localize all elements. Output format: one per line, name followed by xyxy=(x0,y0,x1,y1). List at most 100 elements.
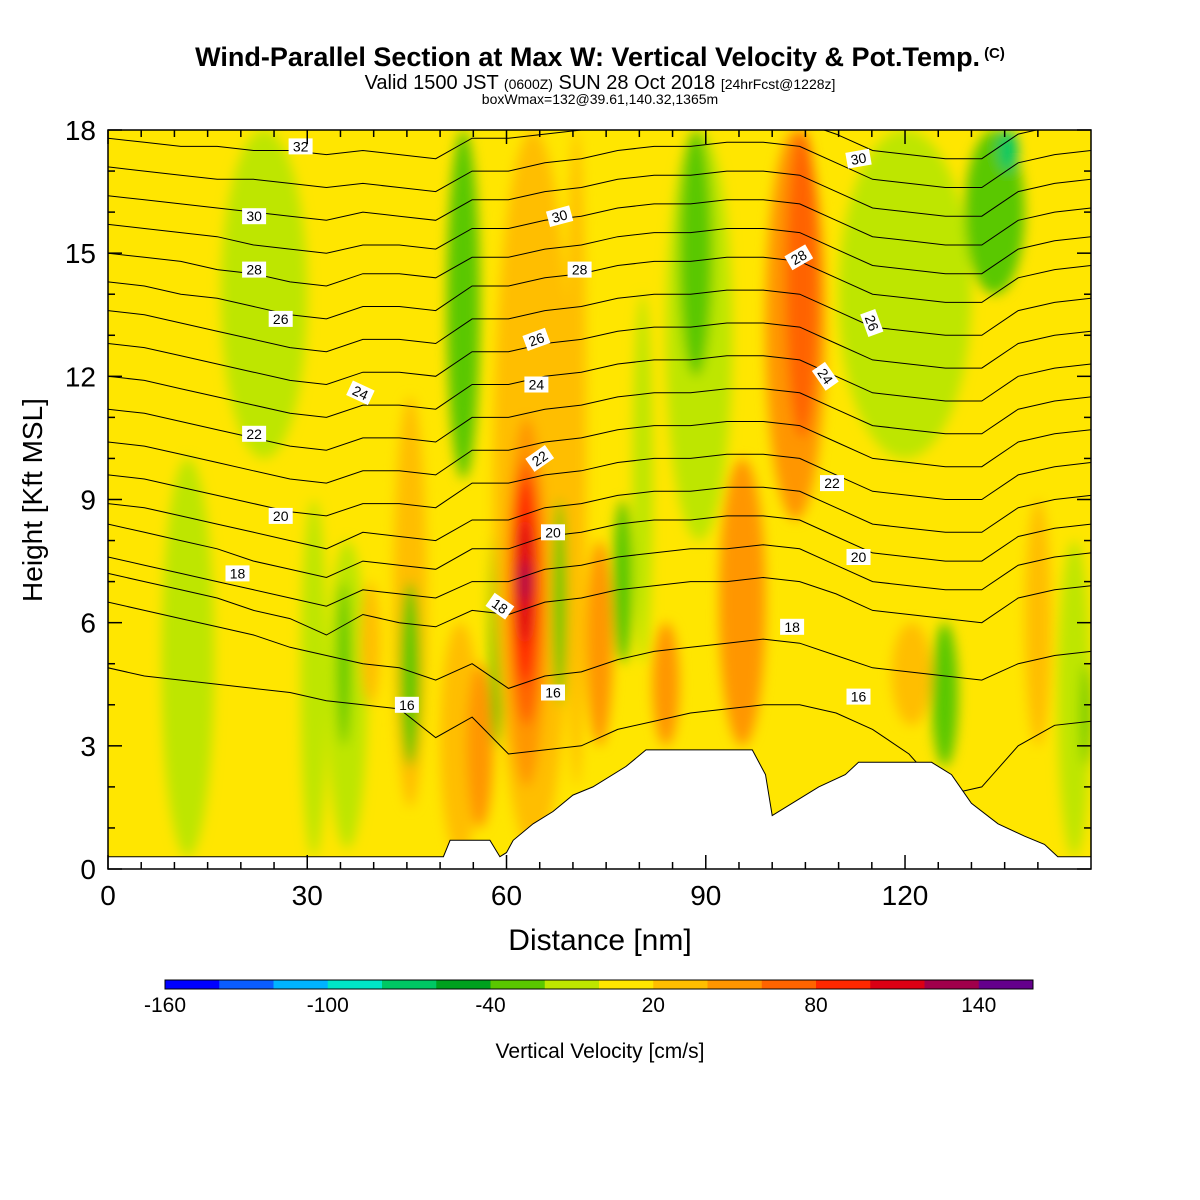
contour-label: 30 xyxy=(845,148,872,169)
contour-label-bg xyxy=(780,618,805,635)
contour-label: 22 xyxy=(525,444,555,472)
contour-label: 16 xyxy=(846,688,871,705)
contour-label-text: 24 xyxy=(529,377,545,393)
contour-label-bg xyxy=(346,380,375,406)
theta-contour-line xyxy=(108,322,1091,386)
contour-label-bg xyxy=(545,205,574,228)
terrain-mask xyxy=(108,749,1091,869)
w-cell xyxy=(719,458,766,746)
contour-label: 28 xyxy=(784,244,814,271)
contour-label-bg xyxy=(525,444,555,472)
contour-label-text: 30 xyxy=(246,208,262,224)
contour-label: 22 xyxy=(820,475,844,492)
colorbar-swatch xyxy=(816,980,871,989)
theta-contour-line xyxy=(108,421,1091,484)
theta-contour-line xyxy=(108,256,1091,320)
colorbar-swatch xyxy=(761,980,817,989)
contour-label-text: 18 xyxy=(230,565,246,581)
theta-contour-line xyxy=(108,130,1039,160)
colorbar-tick-label: 140 xyxy=(961,994,996,1017)
copyright-mark: (C) xyxy=(984,45,1005,62)
w-cell xyxy=(612,499,633,664)
contour-label-text: 28 xyxy=(246,262,262,278)
y-tick-label: 18 xyxy=(65,115,96,146)
w-cell xyxy=(838,130,972,459)
contour-label-bg xyxy=(820,475,844,492)
contour-label: 28 xyxy=(242,261,267,278)
contour-label-text: 20 xyxy=(273,508,289,524)
colorbar-swatch xyxy=(599,980,654,989)
contour-label-bg xyxy=(541,524,565,541)
contour-label-text: 22 xyxy=(824,475,840,491)
y-tick-label: 9 xyxy=(80,485,96,516)
colorbar-swatch xyxy=(978,980,1034,989)
w-cell xyxy=(652,622,680,746)
theta-contour-line xyxy=(108,515,1091,579)
contour-label: 26 xyxy=(860,308,884,338)
theta-contour-line xyxy=(108,141,1091,193)
valid-date: SUN 28 Oct 2018 xyxy=(552,72,721,94)
colorbar-swatch xyxy=(707,980,763,989)
w-cell xyxy=(446,130,480,479)
w-cell xyxy=(931,622,959,767)
contour-label: 28 xyxy=(567,261,592,278)
x-tick-label: 30 xyxy=(292,880,323,911)
colorbar-swatch xyxy=(653,980,708,989)
colorbar-label: Vertical Velocity [cm/s] xyxy=(496,1040,705,1063)
contour-label-bg xyxy=(845,148,872,169)
contour-label-text: 30 xyxy=(849,149,867,167)
w-cell xyxy=(566,130,587,787)
w-cell xyxy=(998,130,1018,172)
theta-contour-line xyxy=(108,544,1091,607)
valid-utc: (0600Z) xyxy=(503,76,553,92)
colorbar-swatch xyxy=(870,980,925,989)
colorbar-swatch xyxy=(273,980,329,989)
w-cell xyxy=(300,499,328,857)
theta-contour-line xyxy=(108,572,1091,636)
contour-label-bg xyxy=(846,688,871,705)
w-cell xyxy=(553,499,567,705)
theta-contour-line xyxy=(108,199,1091,254)
contour-label-bg xyxy=(394,696,419,713)
theta-contour-line xyxy=(108,453,1091,517)
w-cell xyxy=(632,294,653,664)
contour-label-bg xyxy=(846,549,871,565)
x-tick-label: 60 xyxy=(491,880,522,911)
w-cell xyxy=(400,581,421,767)
colorbar-swatch xyxy=(490,980,546,989)
contour-label: 20 xyxy=(541,524,565,541)
contour-label: 22 xyxy=(242,425,267,442)
contour-label-text: 26 xyxy=(273,311,289,327)
x-tick-label: 120 xyxy=(882,880,929,911)
chart-subtitle: Valid 1500 JST (0600Z) SUN 28 Oct 2018 [… xyxy=(0,72,1200,95)
x-axis-label: Distance [nm] xyxy=(508,924,691,957)
contour-label: 16 xyxy=(394,696,419,713)
contour-label-text: 20 xyxy=(545,524,561,540)
contour-label-bg xyxy=(268,507,293,524)
contour-label: 20 xyxy=(846,549,871,565)
forecast-info: [24hrFcst@1228z] xyxy=(720,76,836,92)
contour-label: 18 xyxy=(225,565,250,582)
w-cell xyxy=(466,663,494,828)
contour-label-text: 26 xyxy=(862,313,882,333)
contour-label-bg xyxy=(541,684,565,701)
contour-label-bg xyxy=(811,361,839,391)
y-tick-label: 0 xyxy=(80,854,96,885)
contour-label-text: 32 xyxy=(293,138,309,154)
contour-label: 30 xyxy=(242,208,267,225)
contour-label: 24 xyxy=(811,361,839,391)
x-tick-label: 90 xyxy=(690,880,721,911)
contour-label: 32 xyxy=(288,138,313,155)
contour-label: 18 xyxy=(780,618,805,635)
contour-label-text: 24 xyxy=(350,382,371,403)
colorbar-swatch xyxy=(924,980,980,989)
colorbar-swatch xyxy=(165,980,220,989)
contour-label: 20 xyxy=(268,507,293,524)
contour-label: 26 xyxy=(522,327,551,352)
contour-label-bg xyxy=(567,261,592,278)
w-cell xyxy=(519,561,530,603)
contour-label: 30 xyxy=(545,205,574,228)
theta-contour-line xyxy=(108,486,1091,550)
colorbar-tick-label: 20 xyxy=(642,994,665,1017)
contour-label-bg xyxy=(268,310,293,327)
